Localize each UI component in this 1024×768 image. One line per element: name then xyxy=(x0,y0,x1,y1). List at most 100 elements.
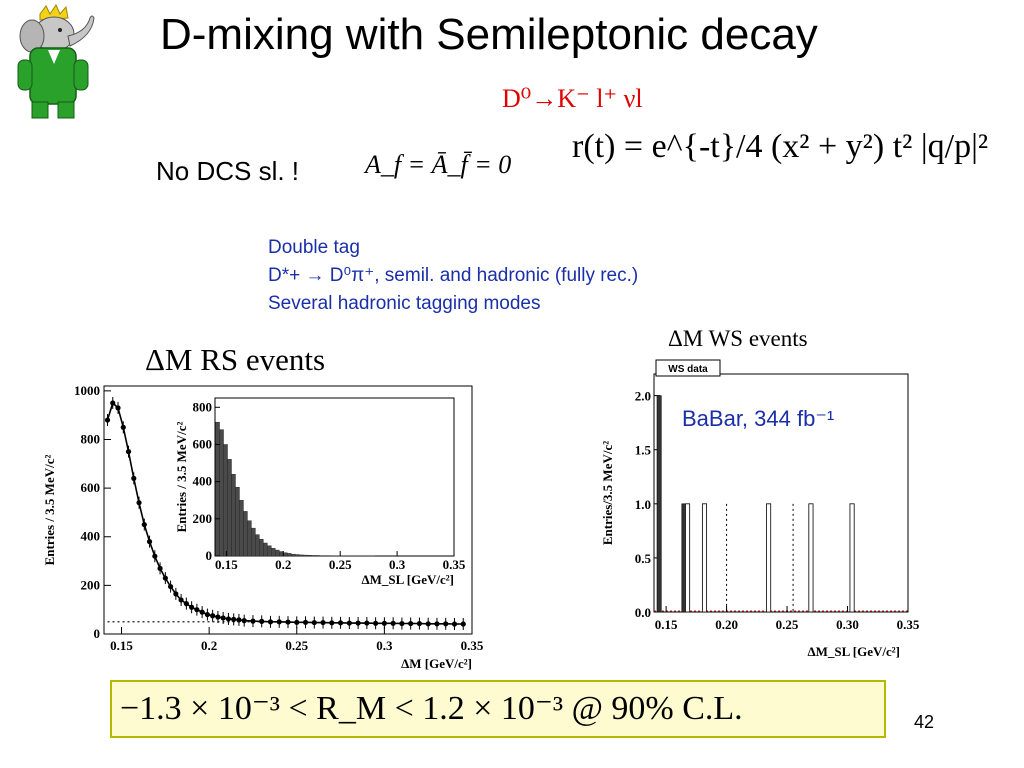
inset-bar xyxy=(267,545,272,557)
babar-elephant-logo xyxy=(17,4,95,119)
data-point xyxy=(152,553,158,559)
x-tick-label: 0.30 xyxy=(836,617,859,632)
data-point xyxy=(120,424,126,430)
data-point xyxy=(157,565,163,571)
inset-bar xyxy=(295,554,300,557)
inset-y-tick-label: 400 xyxy=(193,474,213,489)
no-dcs-note: No DCS sl. ! xyxy=(156,156,300,186)
data-point xyxy=(276,619,282,625)
data-point xyxy=(434,621,440,627)
inset-bar xyxy=(310,555,316,557)
data-point xyxy=(189,604,195,610)
data-point xyxy=(460,621,466,627)
data-point xyxy=(194,607,200,613)
inset-y-tick-label: 0 xyxy=(206,548,213,563)
inset-bar xyxy=(271,547,276,557)
inset-bar xyxy=(219,429,224,557)
babar-annotation: BaBar, 344 fb⁻¹ xyxy=(682,406,834,431)
x-tick-label: 0.15 xyxy=(110,638,133,653)
x-tick-label: 0.2 xyxy=(201,638,217,653)
data-point xyxy=(167,583,174,590)
data-point xyxy=(162,575,168,581)
inset-x-axis-label: ΔM_SL [GeV/c²] xyxy=(361,572,454,587)
x-tick-label: 0.3 xyxy=(376,638,393,653)
inset-bar xyxy=(239,500,244,557)
inset-bar xyxy=(263,542,268,557)
inset-y-tick-label: 600 xyxy=(193,436,213,451)
filled-bar xyxy=(656,395,662,613)
y-tick-label: 1.0 xyxy=(635,497,651,512)
x-tick-label: 0.25 xyxy=(285,638,308,653)
inset-bar xyxy=(247,520,252,557)
data-point xyxy=(241,618,247,624)
inset-bar xyxy=(255,534,260,557)
x-axis-label: ΔM_SL [GeV/c²] xyxy=(807,644,900,659)
data-point xyxy=(267,619,274,625)
inset-x-tick-label: 0.15 xyxy=(215,557,238,572)
decay-subtitle: D⁰→K⁻ l⁺ νl xyxy=(502,84,643,113)
data-point xyxy=(259,618,265,624)
inset-x-tick-label: 0.35 xyxy=(443,557,466,572)
data-point xyxy=(178,597,184,603)
data-point xyxy=(399,620,405,627)
y-tick-label: 1000 xyxy=(74,383,100,398)
data-point xyxy=(381,620,387,626)
asymmetry-equation: A_f = Ā_f̄ = 0 xyxy=(365,150,512,179)
data-point xyxy=(250,618,256,624)
data-point xyxy=(311,619,317,626)
inset-bar xyxy=(235,487,240,557)
data-point xyxy=(451,621,458,627)
y-tick-label: 600 xyxy=(81,480,101,495)
inset-bar xyxy=(251,527,256,557)
inset-bar xyxy=(299,554,304,557)
y-tick-label: 0.5 xyxy=(635,551,652,566)
inset-y-axis-label: Entries / 3.5 MeV/c² xyxy=(174,422,189,533)
inset-y-tick-label: 800 xyxy=(193,399,213,414)
y-tick-label: 0.0 xyxy=(635,605,651,620)
y-tick-label: 400 xyxy=(81,529,101,544)
background-curve xyxy=(107,621,464,625)
page-number: 42 xyxy=(914,712,935,732)
data-point xyxy=(110,400,116,406)
open-bar xyxy=(849,503,855,613)
plot-frame xyxy=(653,373,909,613)
data-point xyxy=(425,621,431,627)
x-tick-label: 0.20 xyxy=(715,617,738,632)
data-point xyxy=(131,475,137,481)
data-point xyxy=(141,521,147,528)
inset-bar xyxy=(303,554,308,557)
inset-bar xyxy=(275,549,280,557)
data-point xyxy=(210,613,216,619)
data-point xyxy=(173,591,179,597)
data-point xyxy=(346,620,352,626)
y-tick-label: 0 xyxy=(94,626,101,641)
result-box: −1.3 × 10⁻³ < R_M < 1.2 × 10⁻³ @ 90% C.L… xyxy=(110,680,886,738)
rs-events-title: ΔM RS events xyxy=(145,342,326,377)
inset-bar xyxy=(243,511,248,557)
inset-bar xyxy=(314,555,320,557)
inset-x-tick-label: 0.25 xyxy=(329,557,352,572)
data-point xyxy=(125,449,132,455)
data-point xyxy=(236,617,242,623)
result-equation: −1.3 × 10⁻³ < R_M < 1.2 × 10⁻³ @ 90% C.L… xyxy=(120,690,743,727)
data-point xyxy=(215,614,221,620)
inset-x-tick-label: 0.2 xyxy=(275,557,291,572)
data-point xyxy=(390,620,396,626)
data-point xyxy=(294,619,300,625)
x-tick-label: 0.15 xyxy=(655,617,678,632)
ws-events-title: ΔM WS events xyxy=(668,326,808,351)
inset-bar xyxy=(287,553,292,557)
double-tag-line: D*+ → D⁰π⁺, semil. and hadronic (fully r… xyxy=(268,265,639,286)
data-point xyxy=(373,620,379,626)
data-point xyxy=(329,620,335,626)
legend-box xyxy=(655,359,721,377)
inset-bar xyxy=(231,474,236,557)
slide-title: D-mixing with Semileptonic decay xyxy=(160,10,818,59)
y-tick-label: 1.5 xyxy=(635,443,652,458)
data-point xyxy=(337,620,344,626)
data-point xyxy=(136,500,142,506)
inset-bar xyxy=(227,459,232,557)
open-bar xyxy=(766,503,772,613)
data-point xyxy=(115,405,121,411)
data-point xyxy=(355,620,361,626)
